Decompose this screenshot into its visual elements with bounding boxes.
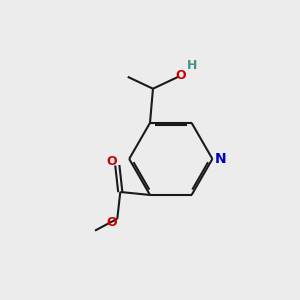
Text: O: O	[175, 69, 186, 82]
Text: H: H	[186, 59, 197, 72]
Text: N: N	[214, 152, 226, 166]
Text: O: O	[106, 216, 117, 229]
Text: O: O	[106, 155, 117, 168]
